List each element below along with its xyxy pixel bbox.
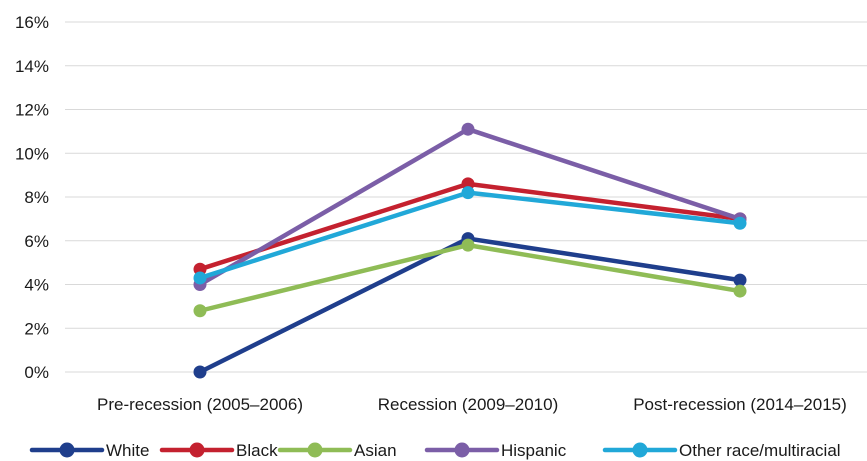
legend: White Black Asian Hispanic Other race/multir… xyxy=(29,441,841,460)
legend-label: Other race/multiracial xyxy=(679,441,841,460)
y-tick-label: 12% xyxy=(15,101,49,120)
data-point xyxy=(193,365,207,379)
x-tick-label: Recession (2009–2010) xyxy=(378,395,559,414)
y-tick-label: 4% xyxy=(24,276,49,295)
legend-item: Other race/multiracial xyxy=(602,441,841,460)
data-point xyxy=(733,273,747,287)
data-point xyxy=(733,284,747,298)
legend-label: Asian xyxy=(354,441,397,460)
legend-item: Black xyxy=(159,441,278,460)
legend-label: Black xyxy=(236,441,278,460)
y-tick-label: 14% xyxy=(15,57,49,76)
series-line xyxy=(197,236,743,375)
series-asian xyxy=(193,238,747,318)
y-tick-label: 8% xyxy=(24,188,49,207)
data-point xyxy=(461,186,475,200)
legend-item: Hispanic xyxy=(424,441,567,460)
legend-item: Asian xyxy=(277,441,397,460)
y-tick-label: 0% xyxy=(24,363,49,382)
y-tick-label: 10% xyxy=(15,144,49,163)
series-lines xyxy=(193,122,747,379)
legend-swatch-marker xyxy=(59,442,75,458)
y-axis-tick-labels: 0% 2% 4% 6% 8% 10% 12% 14% 16% xyxy=(15,13,49,382)
y-tick-label: 16% xyxy=(15,13,49,32)
x-axis-tick-labels: Pre-recession (2005–2006) Recession (2009… xyxy=(97,395,847,414)
data-point xyxy=(461,122,475,136)
series-other-race-multiracial xyxy=(193,186,747,285)
data-point xyxy=(193,304,207,318)
data-point xyxy=(193,271,207,285)
legend-swatch-marker xyxy=(189,442,205,458)
legend-swatch-marker xyxy=(632,442,648,458)
x-tick-label: Pre-recession (2005–2006) xyxy=(97,395,303,414)
y-tick-label: 2% xyxy=(24,319,49,338)
legend-swatch-marker xyxy=(454,442,470,458)
data-point xyxy=(733,216,747,230)
x-tick-label: Post-recession (2014–2015) xyxy=(633,395,847,414)
legend-item: White xyxy=(29,441,149,460)
legend-swatch-marker xyxy=(307,442,323,458)
data-point xyxy=(461,238,475,252)
legend-label: White xyxy=(106,441,149,460)
y-tick-label: 6% xyxy=(24,232,49,251)
legend-label: Hispanic xyxy=(501,441,567,460)
series-line xyxy=(197,242,743,313)
